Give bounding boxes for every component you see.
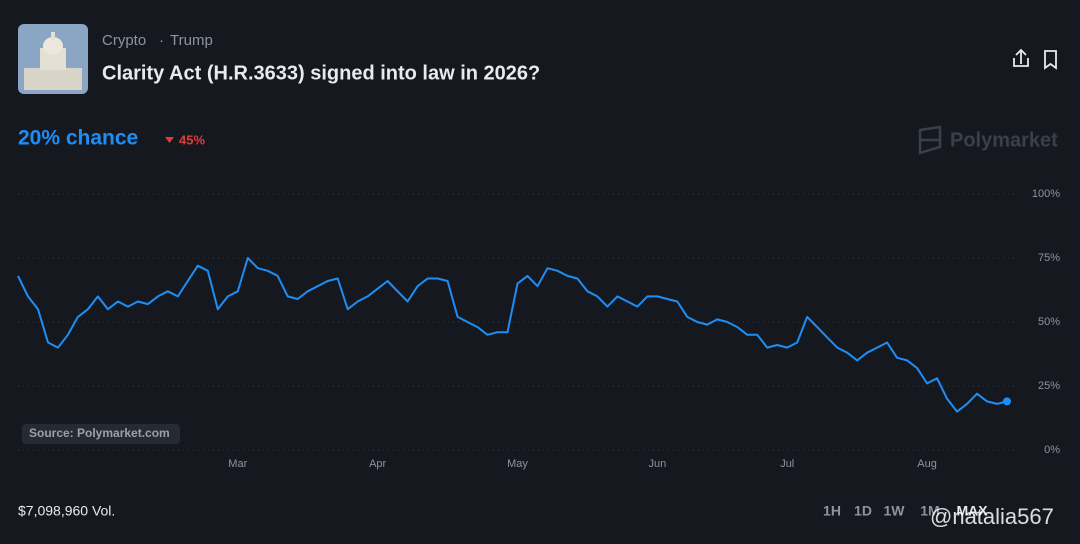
price-line bbox=[17, 257, 1008, 413]
bookmark-button[interactable] bbox=[1044, 50, 1057, 70]
watermark: @natalia567 bbox=[930, 504, 1054, 529]
brand: Polymarket bbox=[950, 129, 1058, 151]
y-tick-label: 50% bbox=[1038, 316, 1060, 328]
tag[interactable]: Trump bbox=[170, 32, 213, 49]
x-tick-label: Jun bbox=[648, 458, 666, 470]
down-arrow bbox=[165, 137, 174, 143]
x-tick-label: Jul bbox=[780, 458, 794, 470]
range-buttons: 1H 1D 1W 1M MAX bbox=[823, 503, 988, 519]
chance: 20% chance bbox=[18, 127, 138, 150]
thumbnail bbox=[18, 24, 88, 94]
volume: $7,098,960 Vol. bbox=[18, 503, 115, 519]
range-button[interactable]: 1D bbox=[854, 503, 872, 519]
x-tick-label: Mar bbox=[228, 458, 247, 470]
range-button[interactable]: 1H bbox=[823, 503, 841, 519]
separator: · bbox=[159, 32, 164, 49]
y-tick-label: 75% bbox=[1038, 252, 1060, 264]
y-tick-label: 25% bbox=[1038, 380, 1060, 392]
source-badge bbox=[22, 424, 180, 444]
source: Source: Polymarket.com bbox=[29, 426, 170, 440]
range-button[interactable]: MAX bbox=[956, 503, 988, 519]
market-title: Clarity Act (H.R.3633) signed into law i… bbox=[102, 62, 540, 84]
category[interactable]: Crypto bbox=[102, 32, 146, 49]
share-button[interactable] bbox=[1013, 48, 1029, 67]
range-button[interactable]: 1W bbox=[884, 503, 906, 519]
change: 45% bbox=[179, 132, 205, 147]
x-tick-label: Apr bbox=[369, 458, 386, 470]
y-tick-label: 0% bbox=[1044, 444, 1060, 456]
x-tick-label: Aug bbox=[917, 458, 937, 470]
brand-logo bbox=[918, 125, 942, 155]
current-point bbox=[1003, 397, 1011, 406]
range-button[interactable]: 1M bbox=[920, 503, 939, 519]
x-tick-label: May bbox=[507, 458, 528, 470]
y-tick-label: 100% bbox=[1032, 188, 1060, 200]
